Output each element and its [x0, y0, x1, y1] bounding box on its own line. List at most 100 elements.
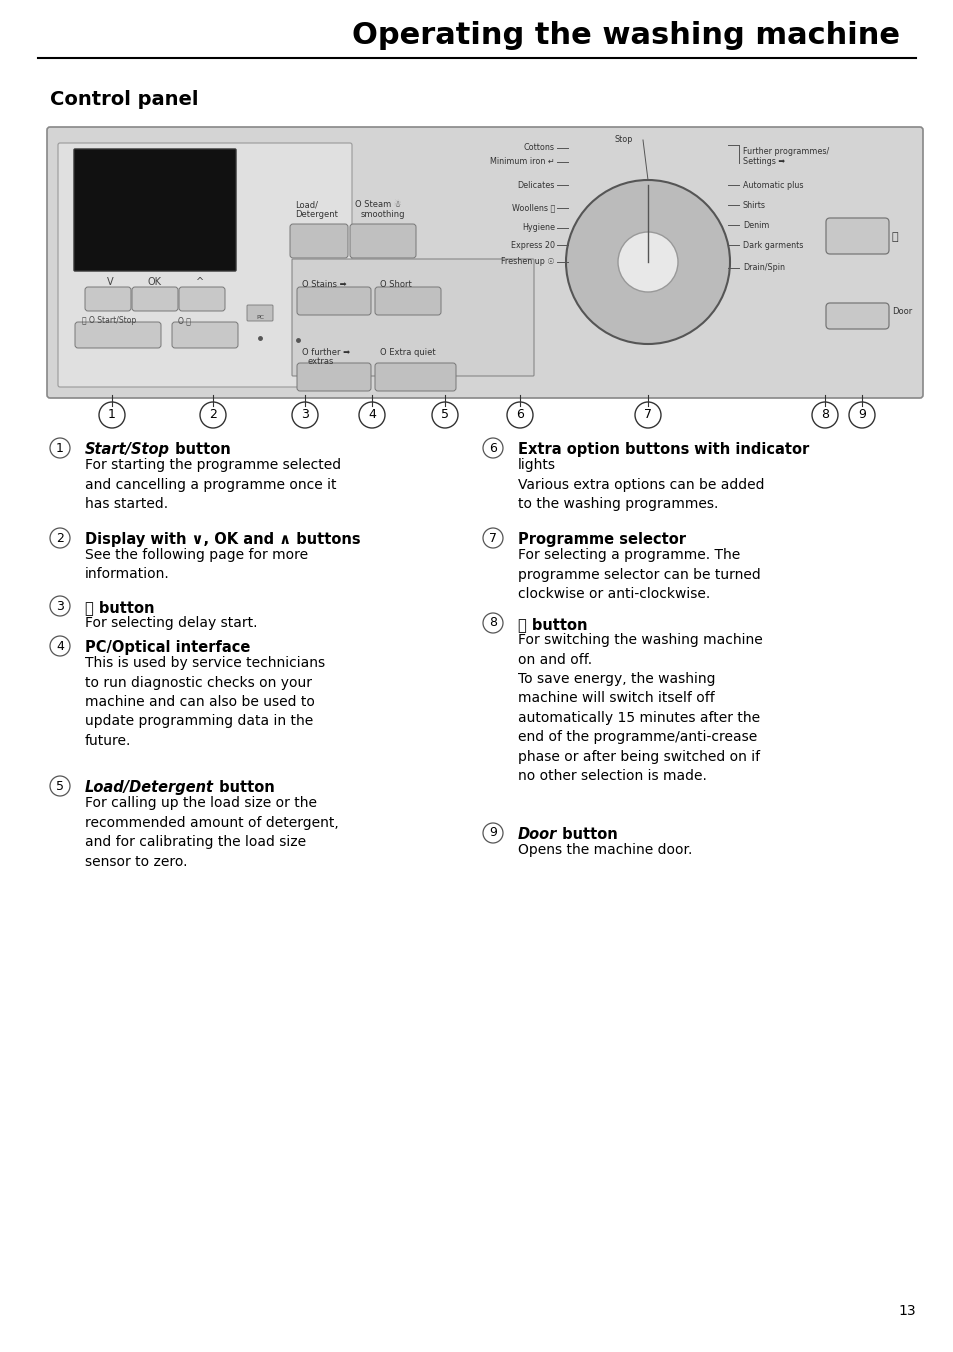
Circle shape [432, 402, 457, 429]
Text: Hygiene: Hygiene [521, 223, 555, 233]
Circle shape [482, 823, 502, 844]
Circle shape [50, 596, 70, 617]
Text: 4: 4 [56, 639, 64, 653]
Text: 6: 6 [489, 442, 497, 454]
Text: For switching the washing machine
on and off.
To save energy, the washing
machin: For switching the washing machine on and… [517, 633, 762, 784]
Text: PC/Optical interface: PC/Optical interface [85, 639, 250, 654]
FancyBboxPatch shape [74, 149, 235, 270]
Text: For calling up the load size or the
recommended amount of detergent,
and for cal: For calling up the load size or the reco… [85, 796, 338, 868]
FancyBboxPatch shape [375, 362, 456, 391]
Text: Start/Stop: Start/Stop [85, 442, 170, 457]
Text: 5: 5 [440, 408, 449, 422]
Text: O Stains ➡: O Stains ➡ [302, 280, 346, 289]
Text: Drain/Spin: Drain/Spin [742, 264, 784, 273]
Text: 7: 7 [643, 408, 651, 422]
Circle shape [50, 529, 70, 548]
FancyBboxPatch shape [292, 260, 534, 376]
Text: For selecting a programme. The
programme selector can be turned
clockwise or ant: For selecting a programme. The programme… [517, 548, 760, 602]
Circle shape [50, 635, 70, 656]
Text: Further programmes/: Further programmes/ [742, 146, 828, 155]
Text: Load/: Load/ [294, 200, 317, 210]
Text: O further ➡: O further ➡ [302, 347, 350, 357]
FancyBboxPatch shape [247, 306, 273, 320]
FancyBboxPatch shape [58, 143, 352, 387]
Text: 9: 9 [857, 408, 865, 422]
FancyBboxPatch shape [179, 287, 225, 311]
Text: 8: 8 [821, 408, 828, 422]
Text: ^: ^ [195, 277, 204, 287]
FancyBboxPatch shape [825, 303, 888, 329]
Text: 13: 13 [898, 1303, 915, 1318]
Text: Operating the washing machine: Operating the washing machine [352, 22, 899, 50]
Text: Stop: Stop [614, 135, 633, 145]
Text: 6: 6 [516, 408, 523, 422]
Text: 3: 3 [301, 408, 309, 422]
FancyBboxPatch shape [296, 287, 371, 315]
Text: Detergent: Detergent [294, 210, 337, 219]
Text: OK: OK [148, 277, 162, 287]
Circle shape [50, 438, 70, 458]
Text: 1: 1 [56, 442, 64, 454]
Text: Express 20: Express 20 [511, 241, 555, 250]
Text: 5: 5 [56, 780, 64, 792]
Text: Freshen up ☉: Freshen up ☉ [501, 257, 555, 266]
Text: Denim: Denim [742, 220, 768, 230]
Text: button: button [170, 442, 231, 457]
Text: 7: 7 [489, 531, 497, 545]
Text: This is used by service technicians
to run diagnostic checks on your
machine and: This is used by service technicians to r… [85, 656, 325, 748]
Text: PC: PC [255, 315, 264, 320]
Text: Opens the machine door.: Opens the machine door. [517, 844, 692, 857]
Text: Cottons: Cottons [523, 143, 555, 153]
Text: button: button [213, 780, 274, 795]
Text: 9: 9 [489, 826, 497, 840]
Text: 4: 4 [368, 408, 375, 422]
Text: For starting the programme selected
and cancelling a programme once it
has start: For starting the programme selected and … [85, 458, 341, 511]
Text: 1: 1 [108, 408, 116, 422]
Circle shape [565, 180, 729, 343]
Text: Control panel: Control panel [50, 91, 198, 110]
Text: smoothing: smoothing [360, 210, 405, 219]
Text: V: V [107, 277, 113, 287]
Circle shape [848, 402, 874, 429]
Text: Display with ∨, OK and ∧ buttons: Display with ∨, OK and ∧ buttons [85, 531, 360, 548]
FancyBboxPatch shape [296, 362, 371, 391]
FancyBboxPatch shape [825, 218, 888, 254]
Text: button: button [557, 827, 618, 842]
Circle shape [506, 402, 533, 429]
Circle shape [482, 612, 502, 633]
Circle shape [482, 529, 502, 548]
FancyBboxPatch shape [350, 224, 416, 258]
Circle shape [99, 402, 125, 429]
Text: Minimum iron ↵: Minimum iron ↵ [490, 157, 555, 166]
Text: lights
Various extra options can be added
to the washing programmes.: lights Various extra options can be adde… [517, 458, 763, 511]
Text: O Short: O Short [379, 280, 412, 289]
Text: Delicates: Delicates [517, 181, 555, 189]
Text: Automatic plus: Automatic plus [742, 181, 802, 189]
Text: Ⓒ: Ⓒ [891, 233, 898, 242]
Text: with indicator: with indicator [689, 442, 809, 457]
FancyBboxPatch shape [290, 224, 348, 258]
Text: O Extra quiet: O Extra quiet [379, 347, 436, 357]
Circle shape [482, 438, 502, 458]
Text: Door: Door [517, 827, 557, 842]
FancyBboxPatch shape [172, 322, 237, 347]
Text: Woollens ⛴: Woollens ⛴ [511, 204, 555, 212]
Text: Extra option buttons: Extra option buttons [517, 442, 689, 457]
Text: Programme selector: Programme selector [517, 531, 685, 548]
Text: See the following page for more
information.: See the following page for more informat… [85, 548, 308, 581]
Circle shape [200, 402, 226, 429]
Circle shape [292, 402, 317, 429]
Circle shape [50, 776, 70, 796]
Text: 3: 3 [56, 599, 64, 612]
Text: ⓘ O Start/Stop: ⓘ O Start/Stop [82, 316, 136, 324]
Text: Settings ➡: Settings ➡ [742, 157, 784, 165]
Text: Ⓒ button: Ⓒ button [517, 617, 587, 631]
Text: O ⏱: O ⏱ [178, 316, 191, 324]
FancyBboxPatch shape [132, 287, 178, 311]
Text: ⏱ button: ⏱ button [85, 600, 154, 615]
Circle shape [811, 402, 837, 429]
Text: 8: 8 [489, 617, 497, 630]
Text: 2: 2 [56, 531, 64, 545]
FancyBboxPatch shape [47, 127, 923, 397]
Text: extras: extras [308, 357, 334, 366]
